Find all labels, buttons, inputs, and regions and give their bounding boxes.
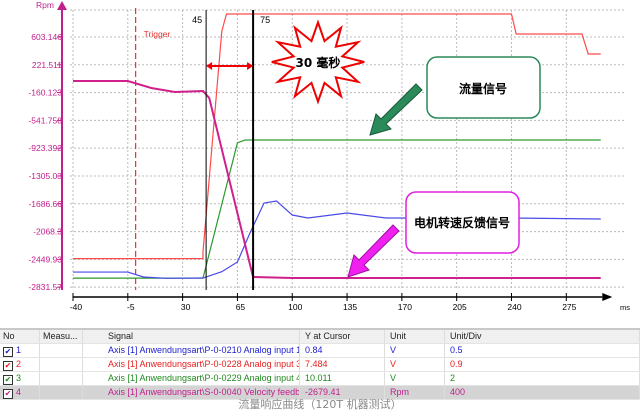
row-number: 4 xyxy=(16,387,22,397)
visibility-checkbox[interactable]: ✔ xyxy=(3,375,13,385)
row-unit: V xyxy=(385,358,445,371)
y-tick-label: -541.758 xyxy=(28,115,62,125)
x-tick-label: -40 xyxy=(70,302,83,312)
row-no: ✔ 3 xyxy=(0,372,40,385)
y-axis-label: Rpm xyxy=(36,0,54,10)
row-number: 2 xyxy=(16,359,22,369)
col-y-at-cursor[interactable]: Y at Cursor xyxy=(300,330,385,343)
row-y-at-cursor: 10.011 xyxy=(300,372,385,385)
row-no: ✔ 4 xyxy=(0,386,40,399)
row-signal: Axis [1] Anwendungsart\P-0-0229 Analog i… xyxy=(83,372,300,385)
col-signal[interactable]: Signal xyxy=(83,330,300,343)
visibility-checkbox[interactable]: ✔ xyxy=(3,347,13,357)
x-tick-label: 205 xyxy=(453,302,467,312)
x-tick-label: 100 xyxy=(288,302,302,312)
row-measure xyxy=(40,386,83,399)
y-tick-label: -1305.03 xyxy=(28,171,62,181)
table-row[interactable]: ✔ 2 Axis [1] Anwendungsart\P-0-0228 Analo… xyxy=(0,358,640,372)
row-y-at-cursor: 0.84 xyxy=(300,344,385,357)
row-measure xyxy=(40,358,83,371)
y-tick-label: -2449.93 xyxy=(28,254,62,264)
col-unit[interactable]: Unit xyxy=(385,330,445,343)
col-no[interactable]: No xyxy=(0,330,40,343)
motor-callout-text: 电机转速反馈信号 xyxy=(414,215,510,230)
table-row[interactable]: ✔ 1 Axis [1] Anwendungsart\P-0-0210 Analo… xyxy=(0,344,640,358)
signal-table: No Measu... Signal Y at Cursor Unit Unit… xyxy=(0,328,640,400)
y-tick-label: -923.392 xyxy=(28,143,62,153)
visibility-checkbox[interactable]: ✔ xyxy=(3,361,13,371)
y-tick-label: -2831.57 xyxy=(28,282,62,292)
series-line-1 xyxy=(73,13,601,260)
motor-arrow xyxy=(347,224,400,278)
x-tick-label: 275 xyxy=(562,302,576,312)
x-tick-label: 65 xyxy=(236,302,246,312)
row-measure xyxy=(40,372,83,385)
row-unit: Rpm xyxy=(385,386,445,399)
x-tick-label: 240 xyxy=(507,302,521,312)
row-unit-div: 2 xyxy=(445,372,640,385)
y-tick-label: -2068.3 xyxy=(33,227,62,237)
row-unit-div: 0.9 xyxy=(445,358,640,371)
trigger-label: Trigger xyxy=(144,29,171,39)
row-signal: Axis [1] Anwendungsart\P-0-0228 Analog i… xyxy=(83,358,300,371)
y-tick-label: -160.123 xyxy=(28,88,62,98)
x-unit: ms xyxy=(620,303,630,312)
table-row[interactable]: ✔ 3 Axis [1] Anwendungsart\P-0-0229 Analo… xyxy=(0,372,640,386)
interval-annotation: 30 毫秒 xyxy=(296,55,341,70)
row-number: 3 xyxy=(16,373,22,383)
x-tick-label: 135 xyxy=(343,302,357,312)
y-tick-label: -1686.66 xyxy=(28,199,62,209)
flow-callout-text: 流量信号 xyxy=(459,81,507,96)
cursor-label: 45 xyxy=(192,15,202,25)
row-number: 1 xyxy=(16,345,22,355)
col-measure[interactable]: Measu... xyxy=(40,330,83,343)
y-tick-label: 603.146 xyxy=(31,32,62,42)
y-axis-arrow xyxy=(57,1,67,10)
row-unit: V xyxy=(385,344,445,357)
x-tick-label: 170 xyxy=(398,302,412,312)
table-header: No Measu... Signal Y at Cursor Unit Unit… xyxy=(0,330,640,344)
cursor-label: 75 xyxy=(260,15,270,25)
table-row[interactable]: ✔ 4 Axis [1] Anwendungsart\S-0-0040 Veloc… xyxy=(0,386,640,400)
y-tick-label: 221.511 xyxy=(32,60,62,70)
starburst-callout xyxy=(271,19,365,105)
row-no: ✔ 2 xyxy=(0,358,40,371)
row-y-at-cursor: -2679.41 xyxy=(300,386,385,399)
row-no: ✔ 1 xyxy=(0,344,40,357)
series-line-3 xyxy=(73,200,601,279)
series-line-2 xyxy=(73,139,601,279)
row-signal: Axis [1] Anwendungsart\S-0-0040 Velocity… xyxy=(83,386,300,399)
row-signal: Axis [1] Anwendungsart\P-0-0210 Analog i… xyxy=(83,344,300,357)
flow-callout-box xyxy=(426,56,541,119)
row-unit: V xyxy=(385,372,445,385)
x-tick-label: -5 xyxy=(127,302,135,312)
caption: 流量响应曲线（120T 机器测试） xyxy=(238,398,402,411)
row-unit-div: 0.5 xyxy=(445,344,640,357)
visibility-checkbox[interactable]: ✔ xyxy=(3,389,13,399)
flow-arrow xyxy=(369,83,423,136)
col-unit-div[interactable]: Unit/Div xyxy=(445,330,640,343)
chart: 603.146 221.511 -160.123 -541.758 -923.392 -1… xyxy=(28,0,630,312)
x-tick-label: 30 xyxy=(181,302,191,312)
x-axis-arrow xyxy=(602,293,613,301)
row-y-at-cursor: 7.484 xyxy=(300,358,385,371)
row-measure xyxy=(40,344,83,357)
motor-callout-box xyxy=(405,191,520,254)
